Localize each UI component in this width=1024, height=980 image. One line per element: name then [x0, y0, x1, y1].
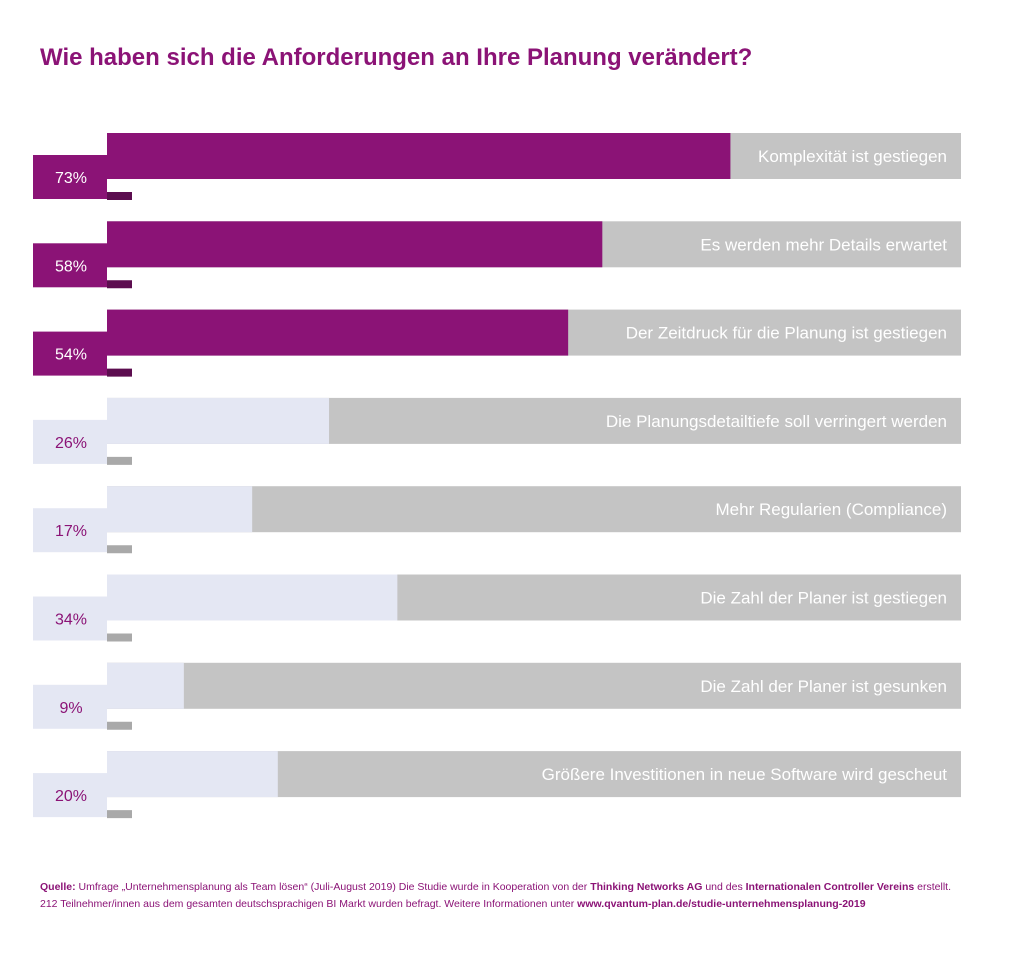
bar [107, 662, 184, 709]
ribbon-fold [107, 633, 132, 642]
footer-url: www.qvantum-plan.de/studie-unternehmensp… [577, 898, 866, 910]
category-label: Die Planungsdetailtiefe soll verringert … [606, 412, 947, 431]
bar-chart: Komplexität ist gestiegen 73% Es werden me… [33, 133, 961, 819]
category-label: Der Zeitdruck für die Planung ist gestie… [626, 324, 947, 343]
value-tab [33, 155, 107, 199]
footer-line-1: Quelle: Umfrage „Unternehmensplanung als… [40, 879, 1015, 896]
ribbon-fold [107, 280, 132, 289]
footer-text-2a: 212 Teilnehmer/innen aus dem gesamten de… [40, 898, 578, 910]
value-label: 58% [55, 258, 87, 275]
value-label: 26% [55, 435, 87, 452]
bar-track [107, 662, 961, 709]
category-label: Mehr Regularien (Compliance) [716, 500, 947, 519]
footer-text-1c: erstellt. [914, 881, 951, 893]
value-label: 9% [59, 700, 82, 717]
category-label: Die Zahl der Planer ist gesunken [700, 677, 947, 696]
category-label: Es werden mehr Details erwartet [700, 235, 947, 254]
value-tab [33, 684, 107, 729]
bar [107, 751, 278, 798]
value-label: 34% [55, 612, 87, 629]
bar [107, 486, 253, 533]
value-tab [33, 331, 107, 376]
ribbon-fold [107, 368, 132, 377]
footer-text-1a: Umfrage „Unternehmensplanung als Team lö… [75, 881, 591, 893]
chart-title: Wie haben sich die Anforderungen an Ihre… [40, 44, 753, 71]
ribbon-fold [107, 456, 132, 465]
value-label: 17% [55, 523, 87, 540]
category-label: Größere Investitionen in neue Software w… [542, 765, 948, 784]
source-footer: Quelle: Umfrage „Unternehmensplanung als… [40, 879, 1015, 913]
bar [107, 574, 398, 621]
ribbon-fold [107, 545, 132, 554]
partner-thinking-networks: Thinking Networks AG [590, 881, 703, 893]
bar [107, 397, 330, 444]
ribbon-fold [107, 810, 132, 819]
value-tab [33, 773, 107, 818]
bar [107, 309, 569, 356]
value-label: 54% [55, 347, 87, 364]
partner-controller-verein: Internationalen Controller Vereins [745, 881, 915, 893]
footer-text-1b: und des [702, 881, 746, 893]
value-tab [33, 419, 107, 464]
ribbon-fold [107, 192, 132, 200]
bar [107, 133, 731, 179]
category-label: Die Zahl der Planer ist gestiegen [700, 589, 947, 608]
footer-line-2: 212 Teilnehmer/innen aus dem gesamten de… [40, 896, 1015, 913]
category-label: Komplexität ist gestiegen [758, 147, 947, 166]
ribbon-fold [107, 721, 132, 730]
bar [107, 221, 603, 268]
source-label: Quelle: [40, 881, 76, 893]
value-tab [33, 508, 107, 553]
value-tab [33, 596, 107, 641]
value-label: 20% [55, 788, 87, 805]
value-tab [33, 243, 107, 288]
value-label: 73% [55, 170, 87, 187]
